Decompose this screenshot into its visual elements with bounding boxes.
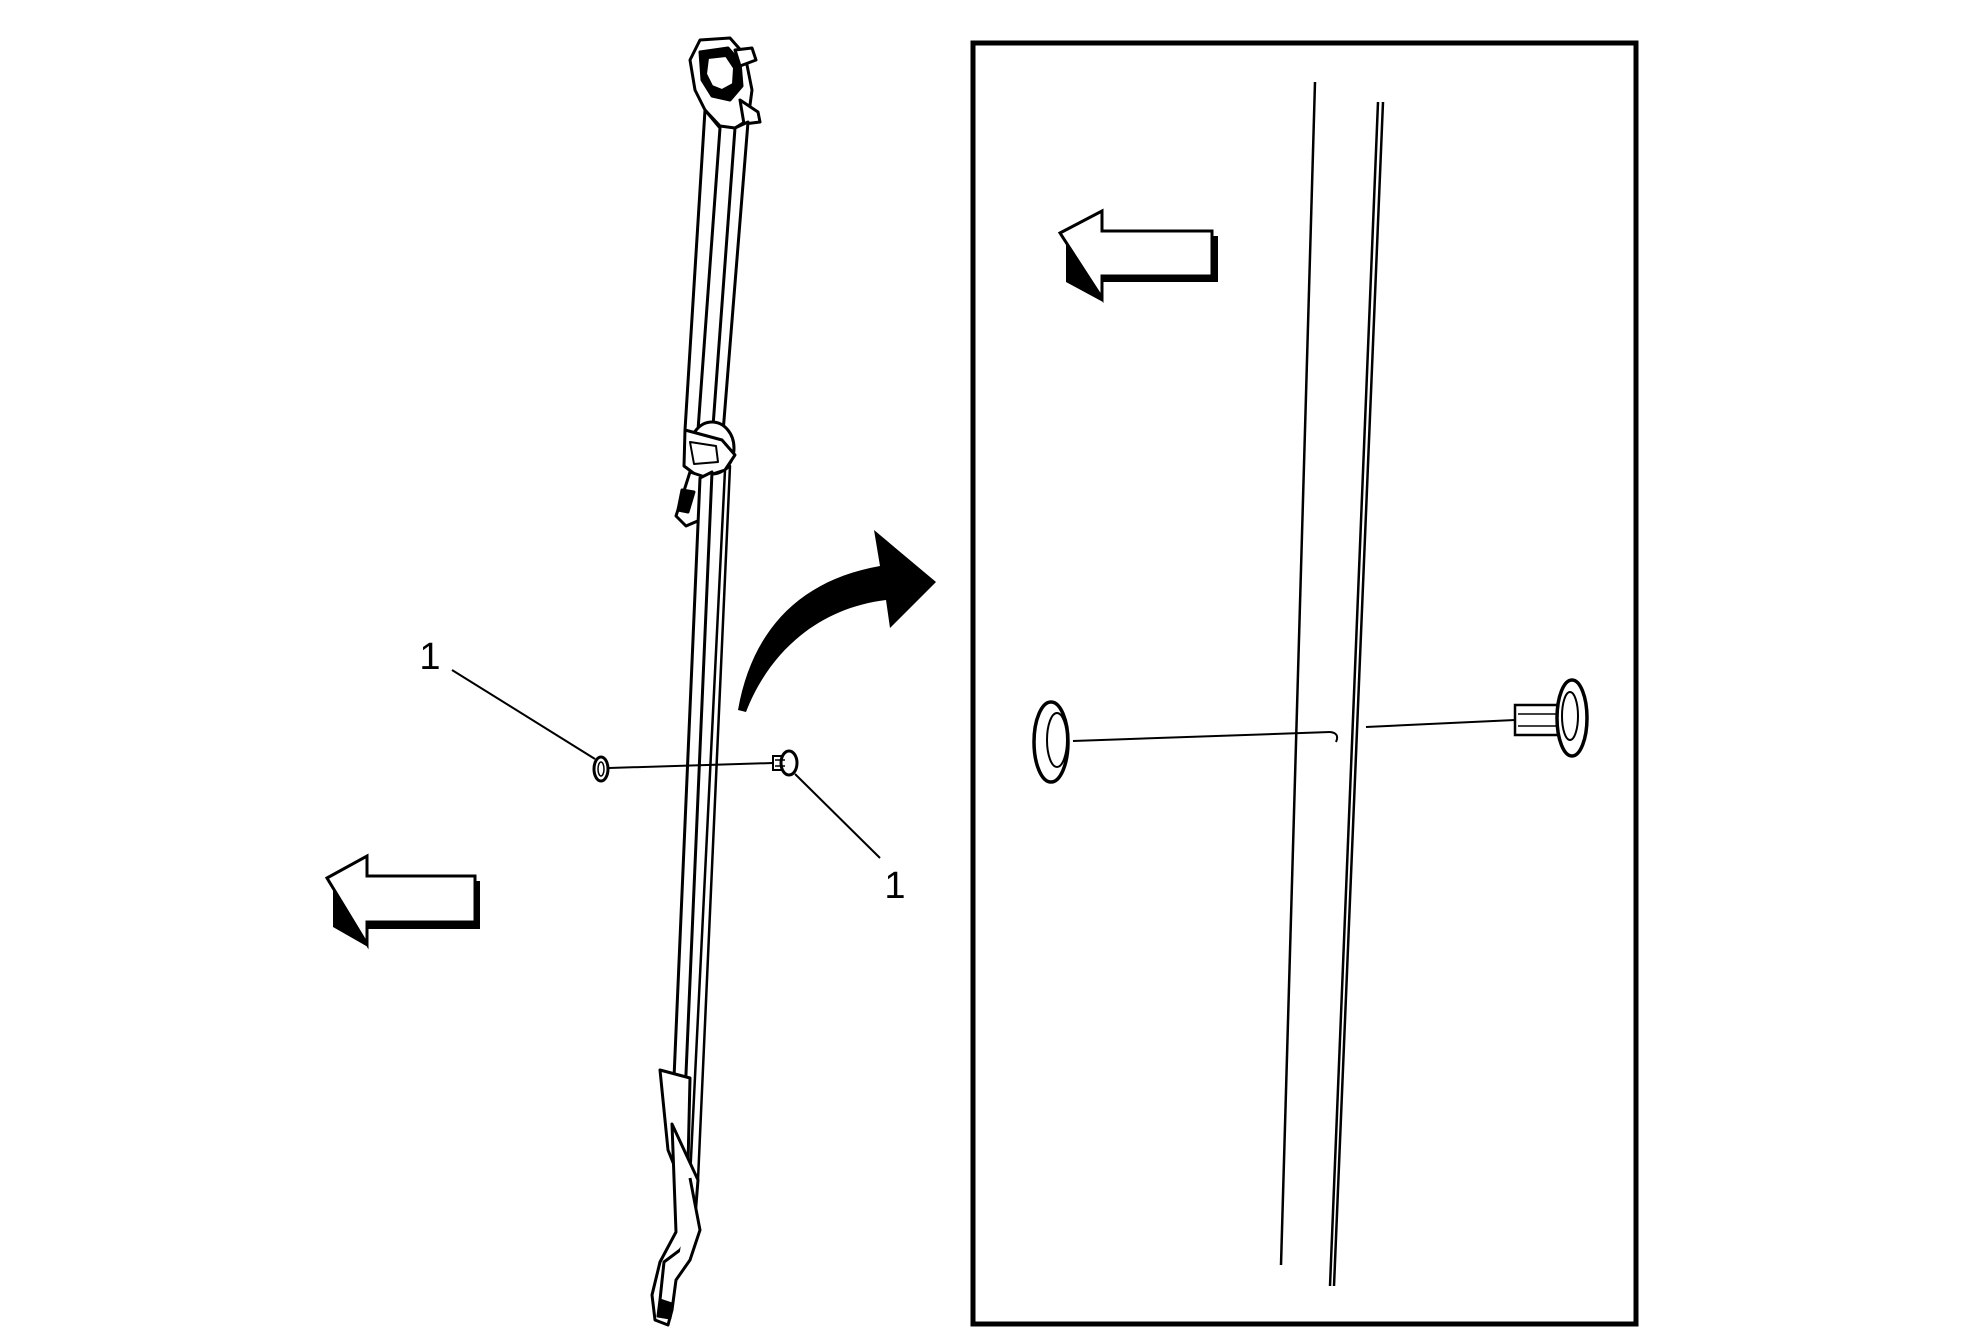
fastener-right-detail bbox=[1513, 678, 1589, 758]
callout-leader-right bbox=[794, 773, 881, 859]
fastener-axis-detail bbox=[1072, 719, 1516, 743]
callout-label-left: 1 bbox=[419, 636, 440, 678]
detail-panel-edges bbox=[1279, 81, 1385, 1287]
main-view-forward-arrow bbox=[324, 853, 480, 950]
detail-view-forward-arrow bbox=[1057, 208, 1218, 304]
fastener-right-main bbox=[772, 749, 799, 777]
fastener-left-detail bbox=[1032, 700, 1070, 784]
callout-leader-left bbox=[451, 669, 596, 760]
fastener-left-main bbox=[592, 755, 610, 783]
fastener-axis-main bbox=[608, 762, 774, 769]
lower-bracket bbox=[650, 1068, 702, 1327]
trim-panel bbox=[650, 36, 762, 1327]
upper-clip bbox=[688, 36, 762, 130]
detail-view-curved-arrow bbox=[738, 530, 936, 712]
callout-label-right: 1 bbox=[884, 865, 905, 907]
